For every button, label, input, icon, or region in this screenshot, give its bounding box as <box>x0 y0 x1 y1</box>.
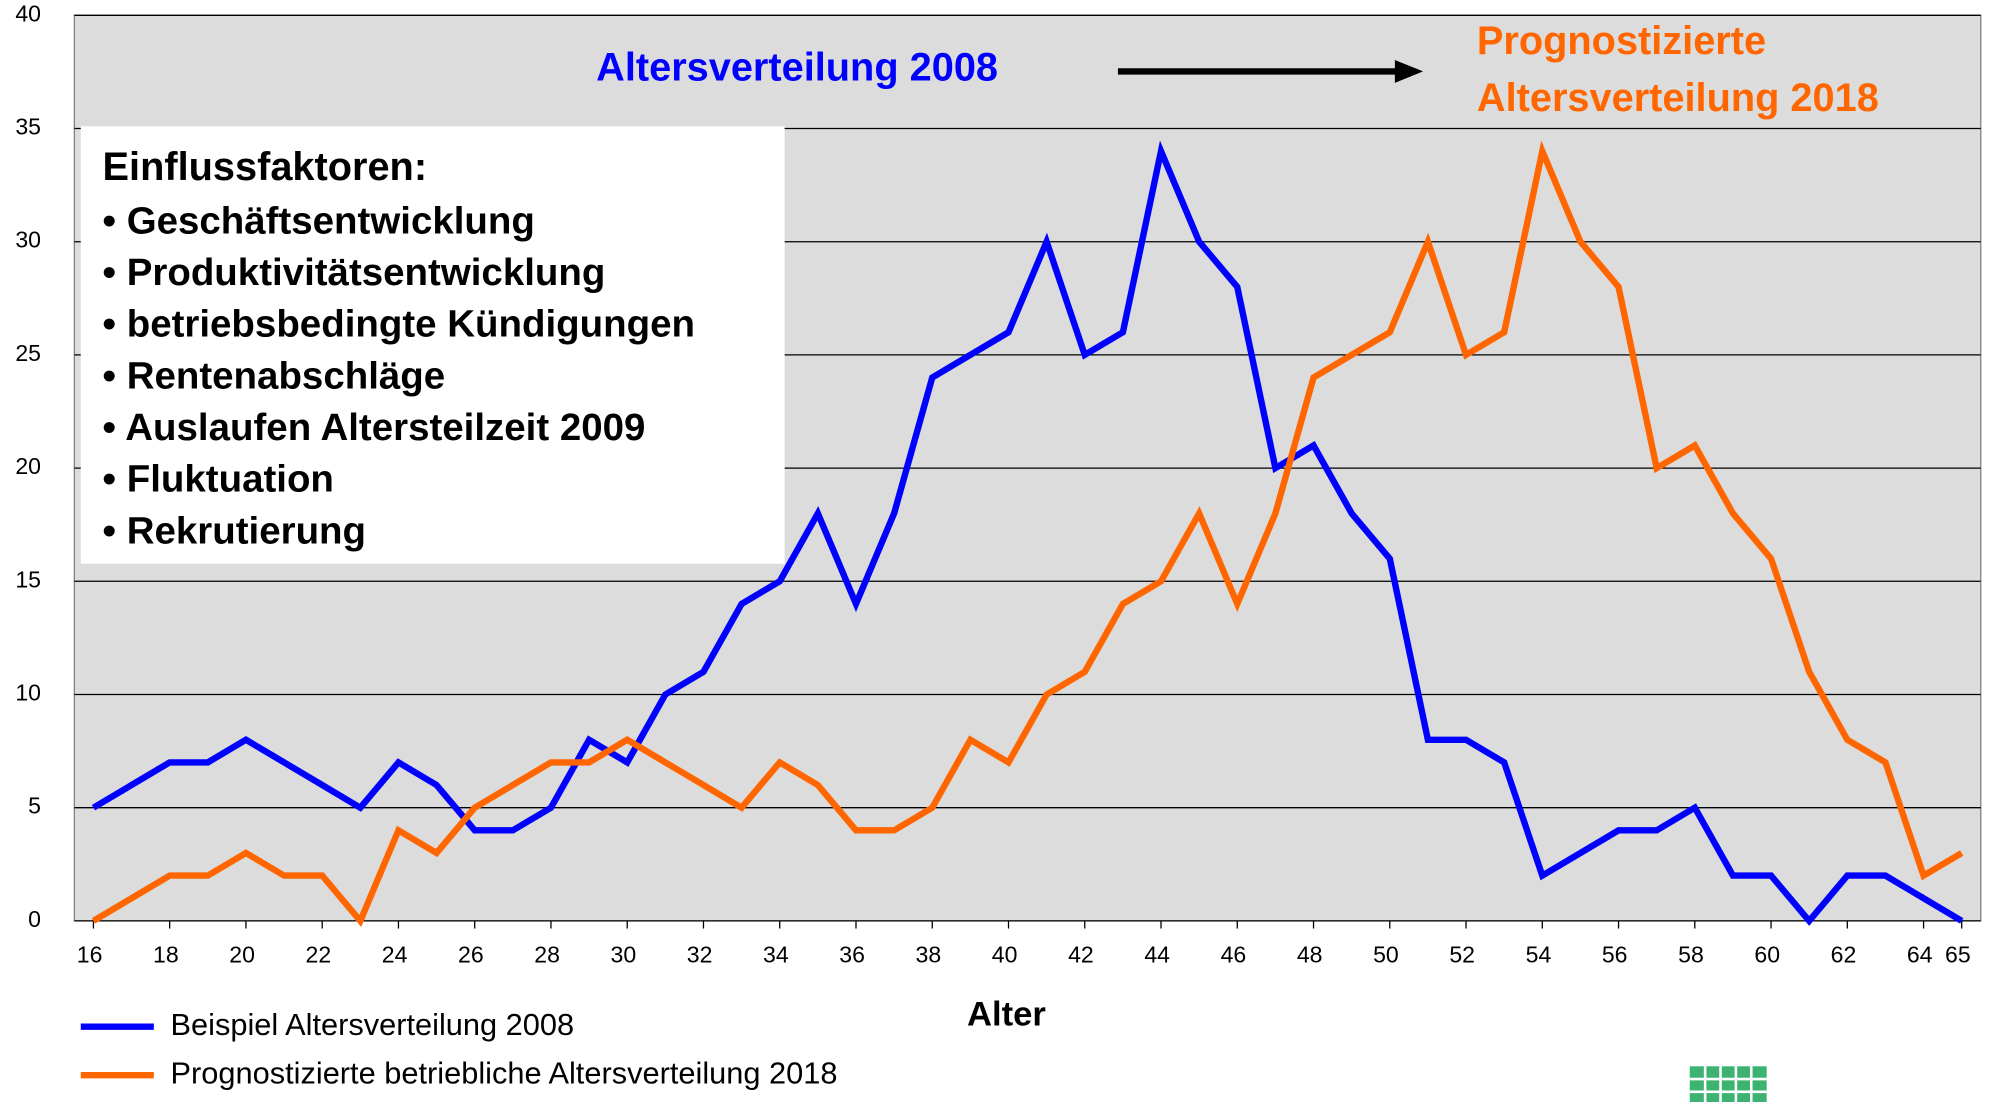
x-tick-label: 36 <box>839 942 865 968</box>
y-tick-label: 0 <box>28 906 41 932</box>
x-tick-label: 38 <box>916 942 942 968</box>
x-tick-label: 18 <box>153 942 179 968</box>
info-box <box>80 126 785 564</box>
x-tick-label: 54 <box>1526 942 1552 968</box>
x-tick-label: 50 <box>1373 942 1399 968</box>
x-tick-label: 46 <box>1221 942 1247 968</box>
x-tick-label: 22 <box>306 942 332 968</box>
x-tick-label: 24 <box>382 942 408 968</box>
x-tick-label: 58 <box>1678 942 1704 968</box>
x-tick-label: 34 <box>763 942 789 968</box>
info-item: • Rekrutierung <box>103 509 366 552</box>
legend-label: Prognostizierte betriebliche Altersverte… <box>171 1055 838 1090</box>
legend-label: Beispiel Altersverteilung 2008 <box>171 1007 575 1042</box>
lines <box>91 140 1964 927</box>
x-axis-label: Alter <box>967 996 1046 1034</box>
x-tick-label: 48 <box>1297 942 1323 968</box>
info-item: • Fluktuation <box>103 458 334 501</box>
x-tick-label: 65 <box>1945 942 1971 968</box>
series-line <box>91 140 1964 926</box>
arrow-head <box>1394 59 1424 83</box>
info-title: Einflussfaktoren: <box>103 145 427 189</box>
x-tick-label: 26 <box>458 942 484 968</box>
info-item: • Geschäftsentwicklung <box>103 199 535 242</box>
y-tick-label: 15 <box>15 566 41 592</box>
logo <box>1689 1066 1767 1102</box>
x-tick-label: 28 <box>534 942 560 968</box>
y-tick-label: 25 <box>15 340 41 366</box>
info-item: • Produktivitätsentwicklung <box>103 251 606 294</box>
x-tick-label: 30 <box>611 942 637 968</box>
info-item: • Auslaufen Altersteilzeit 2009 <box>103 406 646 449</box>
x-tick-label: 42 <box>1068 942 1094 968</box>
info-item: • Rentenabschläge <box>103 354 446 397</box>
x-tick-label: 62 <box>1831 942 1857 968</box>
y-tick-label: 5 <box>28 793 41 819</box>
x-tick-label: 64 <box>1907 942 1933 968</box>
x-tick-label: 40 <box>992 942 1018 968</box>
annotation: Altersverteilung 2018 <box>1477 76 1879 120</box>
x-tick-label: 56 <box>1602 942 1628 968</box>
info-items: • Geschäftsentwicklung • Produktivitätsen… <box>103 199 695 552</box>
y-tick-label: 35 <box>15 114 41 140</box>
x-tick-label: 32 <box>687 942 713 968</box>
x-tick-label: 60 <box>1754 942 1780 968</box>
series-line <box>91 140 1964 927</box>
x-tick-label: 16 <box>77 942 103 968</box>
x-tick-label: 52 <box>1449 942 1475 968</box>
y-tick-label: 20 <box>15 453 41 479</box>
annotation: Altersverteilung 2008 <box>596 46 998 90</box>
x-tick-label: 20 <box>229 942 255 968</box>
y-tick-label: 30 <box>15 227 41 253</box>
grid <box>74 14 1981 929</box>
annotation: Prognostizierte <box>1477 19 1766 63</box>
y-tick-label: 40 <box>15 0 41 26</box>
info-item: • betriebsbedingte Kündigungen <box>103 303 695 346</box>
x-tick-label: 44 <box>1144 942 1170 968</box>
y-tick-label: 10 <box>15 680 41 706</box>
